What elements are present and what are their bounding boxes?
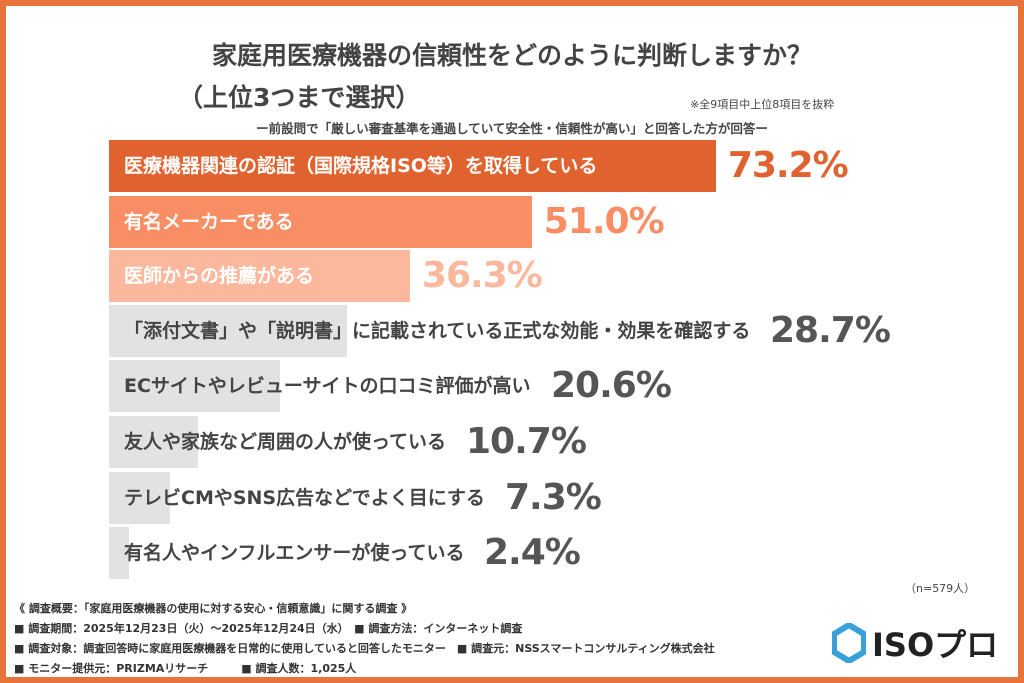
chart-subtitle: （上位3つまで選択） (178, 83, 421, 112)
footer-line: ■ モニター提供元：PRIZMAリサーチ ■ 調査人数：1,025人 (14, 662, 357, 675)
bar (109, 416, 198, 468)
value-label: 20.6% (551, 365, 672, 406)
bar-label: 医療機器関連の認証（国際規格ISO等）を取得している (124, 155, 598, 177)
value-label: 2.4% (484, 532, 581, 573)
value-label: 7.3% (505, 477, 602, 518)
logo: ISOプロ (832, 620, 998, 666)
footer-line: 《 調査概要：「家庭用医療機器の使用に対する安心・信頼意識」に関する調査 》 (14, 602, 413, 615)
bar (109, 196, 532, 248)
hexagon-icon (832, 623, 866, 663)
bar-label: 医師からの推薦がある (124, 265, 315, 287)
value-label: 36.3% (421, 255, 543, 296)
value-label: 73.2% (727, 145, 849, 186)
bar-label: 有名メーカーである (124, 211, 294, 233)
bar (109, 527, 129, 579)
chart-title: 家庭用医療機器の信頼性をどのように判断しますか？ (211, 41, 812, 70)
bar-label: 友人や家族など周囲の人が使っている (124, 431, 447, 453)
bar-label: 「添付文書」や「説明書」に記載されている正式な効能・効果を確認する (124, 320, 751, 342)
value-label: 10.7% (466, 421, 587, 462)
bar (109, 305, 347, 357)
note: ※全9項目中上位8項目を抜粋 (690, 98, 835, 111)
premise: ー前設問で「厳しい審査基準を通過していて安全性・信頼性が高い」と回答した方が回答… (256, 121, 768, 136)
bar (109, 250, 410, 302)
sample-size: （n=579人） (905, 582, 976, 595)
bar-label: テレビCMやSNS広告などでよく目にする (124, 487, 485, 509)
logo-text: ISOプロ (872, 626, 999, 664)
bar (109, 140, 716, 192)
bar-label: ECサイトやレビューサイトの口コミ評価が高い (124, 375, 531, 397)
bar-label: 有名人やインフルエンサーが使っている (124, 542, 465, 564)
bar (109, 472, 170, 524)
value-label: 28.7% (770, 310, 891, 351)
bar (109, 360, 280, 412)
value-label: 51.0% (543, 201, 665, 242)
footer-line: ■ 調査期間：2025年12月23日（火）～2025年12月24日（水） ■ 調… (14, 622, 523, 635)
footer-line: ■ 調査対象：調査回答時に家庭用医療機器を日常的に使用していると回答したモニター… (14, 642, 715, 655)
